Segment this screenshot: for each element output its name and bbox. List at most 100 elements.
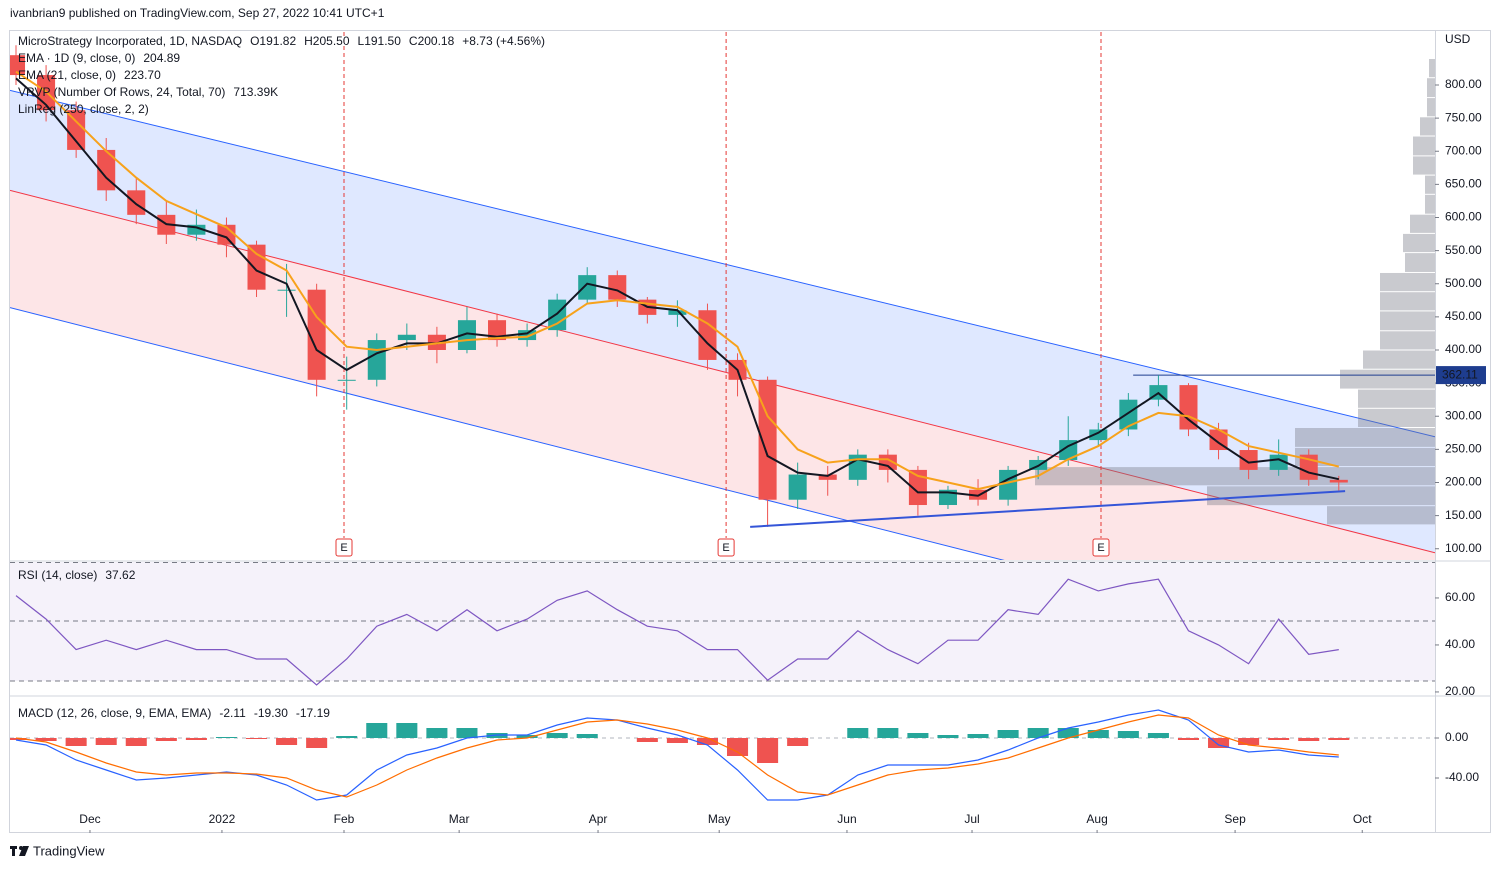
histogram-bar bbox=[65, 738, 87, 746]
candle-body bbox=[397, 334, 416, 341]
y-tick-label: 100.00 bbox=[1445, 541, 1482, 555]
volume-profile-row bbox=[1363, 350, 1435, 369]
x-tick-label: Dec bbox=[79, 812, 100, 826]
y-tick-label: -40.00 bbox=[1445, 770, 1479, 784]
candle-body bbox=[758, 379, 777, 500]
currency: USD bbox=[1445, 32, 1471, 46]
volume-profile-row bbox=[1340, 369, 1435, 389]
candle-body bbox=[10, 55, 26, 76]
panel-title: MACD (12, 26, close, 9, EMA, EMA) bbox=[18, 706, 211, 720]
y-tick-label: 750.00 bbox=[1445, 110, 1482, 124]
volume-profile-row bbox=[1427, 98, 1435, 117]
y-tick-label: 600.00 bbox=[1445, 210, 1482, 224]
footer-brand: TradingView bbox=[33, 843, 105, 858]
candle-body bbox=[307, 289, 326, 380]
histogram-bar bbox=[456, 728, 478, 738]
x-tick-label: Oct bbox=[1353, 812, 1372, 826]
histogram-bar bbox=[1298, 738, 1320, 741]
candle-body bbox=[67, 110, 86, 150]
histogram-bar bbox=[1117, 731, 1139, 738]
legend-name: LinReg (250, close, 2, 2) bbox=[18, 102, 149, 116]
histogram-bar bbox=[1268, 738, 1290, 740]
volume-profile-row bbox=[1380, 292, 1435, 311]
trendline bbox=[750, 490, 1346, 528]
histogram-bar bbox=[1147, 733, 1169, 738]
y-tick-label: 450.00 bbox=[1445, 309, 1482, 323]
quote-value: L191.50 bbox=[358, 34, 402, 48]
volume-profile-row bbox=[1327, 506, 1435, 525]
histogram-bar bbox=[95, 738, 117, 745]
x-tick-label: Jun bbox=[837, 812, 856, 826]
x-tick-label: May bbox=[708, 812, 731, 826]
overlay-layer: 100.00150.00200.00250.00300.00350.00400.… bbox=[18, 32, 1486, 833]
histogram-bar bbox=[907, 733, 929, 738]
earnings-label: E bbox=[340, 542, 347, 554]
volume-profile-row bbox=[1413, 136, 1435, 156]
candle-body bbox=[337, 379, 356, 381]
panel-title: RSI (14, close) bbox=[18, 568, 97, 582]
candle-body bbox=[1089, 429, 1108, 441]
candle-body bbox=[1329, 479, 1348, 483]
y-tick-label: 300.00 bbox=[1445, 408, 1482, 422]
histogram-bar bbox=[1238, 738, 1260, 745]
legend-name: VRVP (Number Of Rows, 24, Total, 70) bbox=[18, 85, 225, 99]
histogram-bar bbox=[10, 738, 27, 740]
histogram-bar bbox=[1177, 738, 1200, 740]
candle-body bbox=[1239, 450, 1258, 470]
histogram-bar bbox=[696, 738, 718, 745]
histogram-bar bbox=[1328, 738, 1350, 740]
earnings-label: E bbox=[1097, 542, 1104, 554]
x-tick-label: Sep bbox=[1224, 812, 1246, 826]
y-tick-label: 800.00 bbox=[1445, 77, 1482, 91]
legend-value: -2.11 bbox=[219, 706, 246, 720]
y-tick-label: 650.00 bbox=[1445, 177, 1482, 191]
candle-body bbox=[1119, 399, 1138, 430]
histogram-bar bbox=[757, 738, 779, 763]
volume-profile-row bbox=[1429, 58, 1435, 78]
histogram-bar bbox=[35, 738, 57, 741]
volume-profile-row bbox=[1380, 272, 1435, 292]
quote-value: C200.18 bbox=[409, 34, 455, 48]
volume-profile-row bbox=[1427, 78, 1435, 98]
histogram-bar bbox=[306, 738, 328, 748]
legend-value: -17.19 bbox=[296, 706, 330, 720]
histogram-bar bbox=[215, 737, 237, 738]
histogram-bar bbox=[847, 728, 869, 738]
y-tick-label: 400.00 bbox=[1445, 342, 1482, 356]
histogram-bar bbox=[125, 738, 147, 746]
y-tick-label: 700.00 bbox=[1445, 143, 1482, 157]
price-label-box bbox=[1436, 366, 1486, 385]
y-tick-label: 20.00 bbox=[1445, 684, 1475, 698]
linreg-upper bbox=[10, 89, 1435, 438]
volume-profile-row bbox=[1380, 331, 1435, 350]
linreg-upper-fill bbox=[10, 90, 1435, 553]
linreg-lower-fill bbox=[10, 190, 1435, 560]
candle-body bbox=[97, 149, 116, 191]
candle-body bbox=[1179, 385, 1198, 430]
y-tick-label: 500.00 bbox=[1445, 276, 1482, 290]
histogram-bar bbox=[997, 730, 1019, 738]
histogram-bar bbox=[546, 733, 568, 738]
candle-body bbox=[1269, 454, 1288, 470]
legend-value: 37.62 bbox=[105, 568, 135, 582]
volume-profile-row bbox=[1380, 311, 1435, 331]
histogram-bar bbox=[937, 735, 959, 738]
quote-value: H205.50 bbox=[304, 34, 350, 48]
x-tick-label: Mar bbox=[449, 812, 470, 826]
chart-title: MicroStrategy Incorporated, 1D, NASDAQ bbox=[18, 34, 242, 48]
histogram-bar bbox=[1087, 730, 1109, 738]
volume-profile-row bbox=[1405, 253, 1435, 272]
volume-profile-row bbox=[1410, 214, 1435, 233]
y-tick-label: 40.00 bbox=[1445, 637, 1475, 651]
candle-body bbox=[518, 330, 537, 341]
x-tick-label: 2022 bbox=[209, 812, 236, 826]
histogram-bar bbox=[787, 738, 809, 746]
histogram-bar bbox=[276, 738, 298, 745]
y-tick-label: 250.00 bbox=[1445, 442, 1482, 456]
ema-line bbox=[15, 77, 1340, 497]
histogram-bar bbox=[1208, 738, 1230, 748]
candle-body bbox=[367, 340, 386, 380]
candle-body bbox=[488, 320, 507, 341]
